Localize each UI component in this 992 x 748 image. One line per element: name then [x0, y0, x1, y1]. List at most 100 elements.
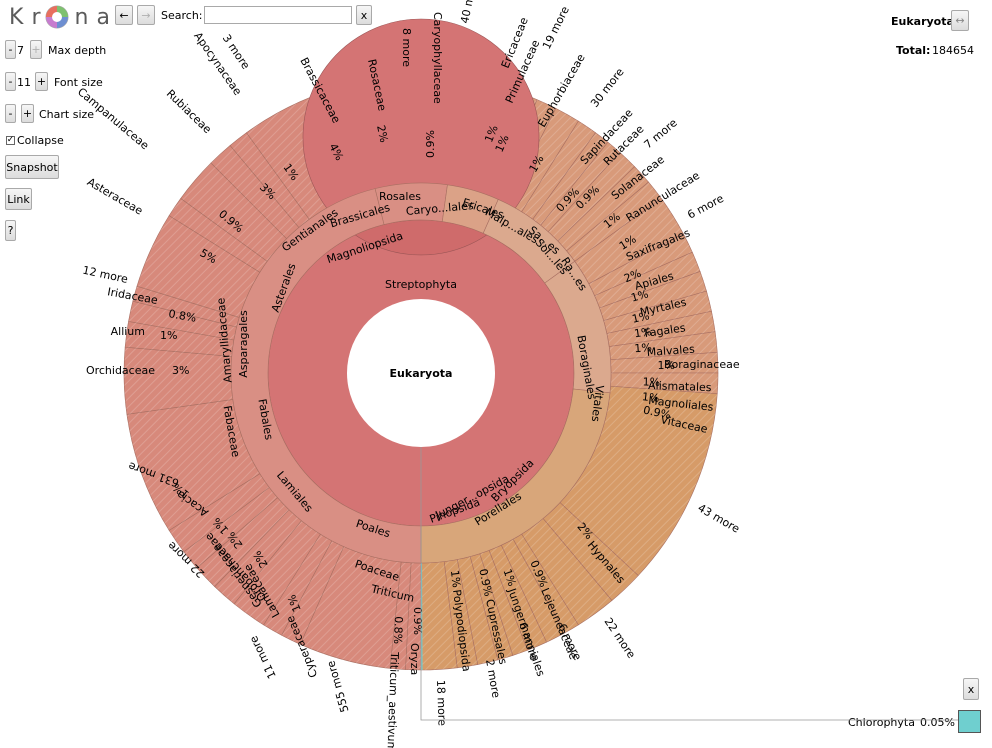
leaf-percent-label: 1% — [642, 375, 660, 389]
chart-root-label: Eukaryota — [390, 367, 453, 380]
close-details-button[interactable]: x — [963, 678, 979, 700]
collapse-label: Collapse — [17, 134, 64, 147]
leaf-label: Asteraceae — [85, 175, 145, 217]
leaf-label: Fagales — [644, 321, 687, 340]
leaf-label: 19 more — [540, 4, 572, 51]
wedge-hatch — [610, 373, 718, 394]
wedge-hatch — [566, 182, 662, 262]
leaf-percent-label: 0.9% — [642, 403, 672, 422]
leaf-percent-label: 1% — [634, 341, 652, 355]
wedge-hatch — [513, 534, 579, 633]
wedge-hatch — [521, 121, 596, 220]
snapshot-button[interactable]: Snapshot — [5, 155, 59, 179]
wedge-hatch — [180, 162, 287, 262]
wedge-hatch — [230, 132, 310, 228]
key-percent: 0.05% — [920, 716, 955, 729]
wedge-hatch — [281, 540, 344, 645]
wedge-hatch — [405, 562, 421, 670]
link-button[interactable]: Link — [5, 188, 32, 210]
total-label: Total: — [896, 44, 931, 57]
logo-letter: K — [9, 4, 24, 30]
order-label: Caryo...lales — [405, 199, 474, 218]
wedge-hatch — [479, 550, 528, 656]
wedge-hatch — [557, 166, 649, 251]
forward-button[interactable]: → — [137, 5, 155, 25]
leaf-label: 30 more — [588, 65, 627, 109]
center-hole — [347, 299, 495, 447]
max-depth-decrease-button[interactable]: - — [5, 40, 16, 59]
font-size-increase-button[interactable]: + — [35, 72, 48, 91]
collapse-checkbox[interactable]: ✓ — [6, 135, 15, 145]
wedge-hatch — [183, 487, 278, 568]
leaf-percent-label: 0.9% — [476, 568, 495, 598]
krona-wheel-icon — [45, 5, 69, 29]
wedge-hatch — [588, 233, 693, 296]
wedge-hatch — [214, 509, 302, 604]
leaf-label: Alismatales — [648, 379, 712, 394]
wedge-hatch — [559, 386, 718, 576]
order-label: Rosales — [379, 190, 421, 203]
order-band-segment[interactable] — [230, 188, 422, 564]
leaf-label: 6 more — [685, 192, 726, 222]
leaf-percent-label: 3% — [172, 364, 189, 377]
leaf-label: 40 more — [458, 0, 480, 25]
logo-letter: a — [96, 4, 110, 30]
chart-size-decrease-button[interactable]: - — [5, 104, 16, 123]
wedge-hatch — [532, 132, 608, 226]
leaf-label: Oryza — [408, 643, 421, 675]
wedge-hatch — [501, 539, 565, 643]
leaf-percent-label: 1% — [658, 359, 675, 372]
logo-letter: n — [74, 4, 89, 30]
logo-letter: r — [31, 4, 41, 30]
wedge-hatch — [521, 518, 612, 625]
chart-size-increase-button[interactable]: + — [21, 104, 34, 123]
search-clear-button[interactable]: x — [356, 5, 372, 25]
wedge-hatch — [489, 545, 547, 651]
swap-selection-button[interactable]: ↔ — [951, 10, 969, 31]
wedge-hatch — [609, 331, 718, 360]
leaf-percent-label: 2% — [374, 124, 390, 144]
leaf-percent-label: 1% — [448, 569, 463, 588]
wedge-hatch — [136, 215, 260, 318]
leaf-percent-label: 1% — [493, 133, 512, 154]
leaf-percent-label: 0.8% — [167, 307, 197, 325]
wedge-hatch — [169, 198, 268, 273]
wedge-hatch — [123, 347, 233, 415]
leaf-label: 6 more — [555, 622, 584, 663]
leaf-percent-label: 1% — [631, 309, 651, 326]
leaf-label: Caryophyllaceae — [431, 12, 444, 104]
leaf-label: 11 more — [247, 633, 279, 680]
order-label: Asparagales — [237, 310, 250, 378]
font-size-label: Font size — [54, 76, 103, 89]
wedge-hatch — [470, 553, 513, 660]
ring-label: Streptophyta — [385, 278, 457, 291]
leaf-label: Rubiaceae — [164, 87, 214, 136]
leaf-label: 8 more — [400, 28, 413, 67]
wedge-hatch — [606, 311, 716, 347]
search-input[interactable] — [204, 6, 352, 24]
back-button[interactable]: ← — [115, 5, 133, 25]
wedge-hatch — [126, 399, 260, 531]
search-label: Search: — [161, 9, 203, 22]
font-size-decrease-button[interactable]: - — [5, 72, 16, 91]
wedge-hatch — [540, 142, 620, 232]
key-swatch[interactable] — [958, 710, 981, 733]
help-button[interactable]: ? — [5, 220, 16, 241]
key-label: Chlorophyta — [848, 716, 915, 729]
leaf-label: 43 more — [696, 501, 743, 535]
leaf-percent-label: 1% — [629, 287, 649, 304]
leaf-percent-label: 1% — [633, 325, 652, 340]
leaf-label: Campanulaceae — [75, 85, 152, 152]
max-depth-increase-button[interactable]: + — [30, 40, 42, 59]
leaf-label: 7 more — [642, 116, 680, 151]
leaf-percent-label: 1% — [285, 593, 304, 614]
wedge-hatch — [300, 546, 402, 669]
leaf-label: Allium — [111, 325, 145, 338]
chart-size-label: Chart size — [39, 108, 95, 121]
leaf-percent-label: 1% — [160, 329, 177, 342]
max-depth-label: Max depth — [48, 44, 107, 57]
order-label: Vitales — [589, 384, 606, 423]
wedge-hatch — [610, 352, 718, 373]
wedge-hatch — [125, 321, 234, 357]
wedge-hatch — [389, 561, 412, 670]
